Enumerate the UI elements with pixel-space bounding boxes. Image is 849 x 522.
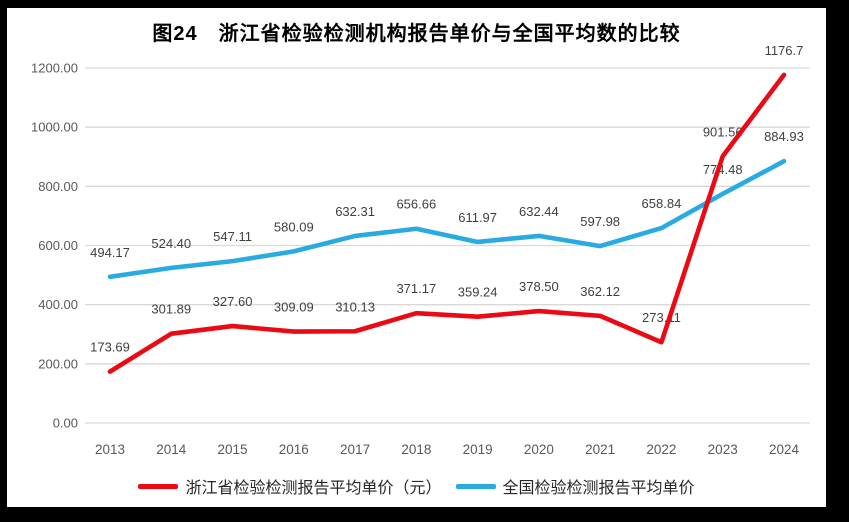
x-tick-label: 2013	[95, 442, 125, 457]
data-label: 774.48	[703, 162, 743, 177]
data-label: 580.09	[274, 219, 314, 234]
y-tick-label: 600.00	[38, 238, 78, 253]
data-label: 547.11	[213, 229, 252, 244]
data-label: 632.31	[335, 204, 375, 219]
x-tick-label: 2024	[769, 442, 800, 457]
data-label: 656.66	[396, 197, 436, 212]
data-label: 173.69	[90, 340, 130, 355]
data-label: 359.24	[458, 285, 498, 300]
data-label: 611.97	[458, 210, 497, 225]
x-tick-label: 2020	[524, 442, 554, 457]
y-tick-label: 400.00	[38, 297, 78, 312]
data-label: 327.60	[213, 294, 253, 309]
legend-swatch-red-line	[138, 483, 179, 489]
data-label: 301.89	[151, 302, 191, 317]
y-tick-label: 0.00	[53, 416, 78, 431]
x-tick-label: 2017	[340, 442, 370, 457]
legend-item-national: 全国检验检测报告平均单价	[455, 474, 695, 498]
legend-label-zhejiang: 浙江省检验检测报告平均单价（元）	[185, 480, 442, 497]
x-tick-label: 2015	[218, 442, 248, 457]
series-line-0	[107, 72, 787, 374]
y-tick-label: 1200.00	[31, 61, 78, 76]
x-tick-label: 2016	[279, 442, 309, 457]
x-tick-label: 2019	[463, 442, 493, 457]
data-label: 378.50	[519, 279, 559, 294]
data-label: 273.11	[642, 310, 681, 325]
series-line-1	[107, 158, 787, 280]
x-tick-label: 2022	[646, 442, 676, 457]
data-label: 658.84	[642, 196, 682, 211]
chart-plot: 0.00 200.00 400.00 600.00 800.00 1000.00 1200.…	[31, 43, 810, 457]
x-tick-label: 2018	[401, 442, 431, 457]
chart-panel: 图24 浙江省检验检测机构报告单价与全国平均数的比较 0.00 200.00 400…	[7, 8, 826, 507]
legend-swatch-blue-line	[455, 483, 496, 489]
data-label: 901.56	[703, 124, 743, 139]
data-label: 1176.7	[765, 43, 804, 58]
data-label: 494.17	[90, 245, 130, 260]
data-label: 524.40	[151, 236, 191, 251]
x-tick-label: 2023	[708, 442, 738, 457]
chart-legend: 浙江省检验检测报告平均单价（元） 全国检验检测报告平均单价	[7, 474, 826, 498]
data-label: 597.98	[580, 214, 620, 229]
data-label: 362.12	[580, 284, 620, 299]
x-tick-label: 2014	[156, 442, 187, 457]
y-tick-label: 800.00	[38, 179, 78, 194]
legend-item-zhejiang: 浙江省检验检测报告平均单价（元）	[138, 474, 442, 498]
y-tick-label: 1000.00	[31, 120, 78, 135]
data-label: 632.44	[519, 204, 559, 219]
data-label: 309.09	[274, 300, 314, 315]
chart-title: 图24 浙江省检验检测机构报告单价与全国平均数的比较	[152, 23, 681, 45]
data-label: 310.13	[335, 299, 375, 314]
data-label: 884.93	[764, 129, 804, 144]
legend-label-national: 全国检验检测报告平均单价	[502, 480, 695, 497]
y-tick-label: 200.00	[38, 356, 78, 371]
x-tick-label: 2021	[585, 442, 615, 457]
data-label: 371.17	[396, 281, 436, 296]
